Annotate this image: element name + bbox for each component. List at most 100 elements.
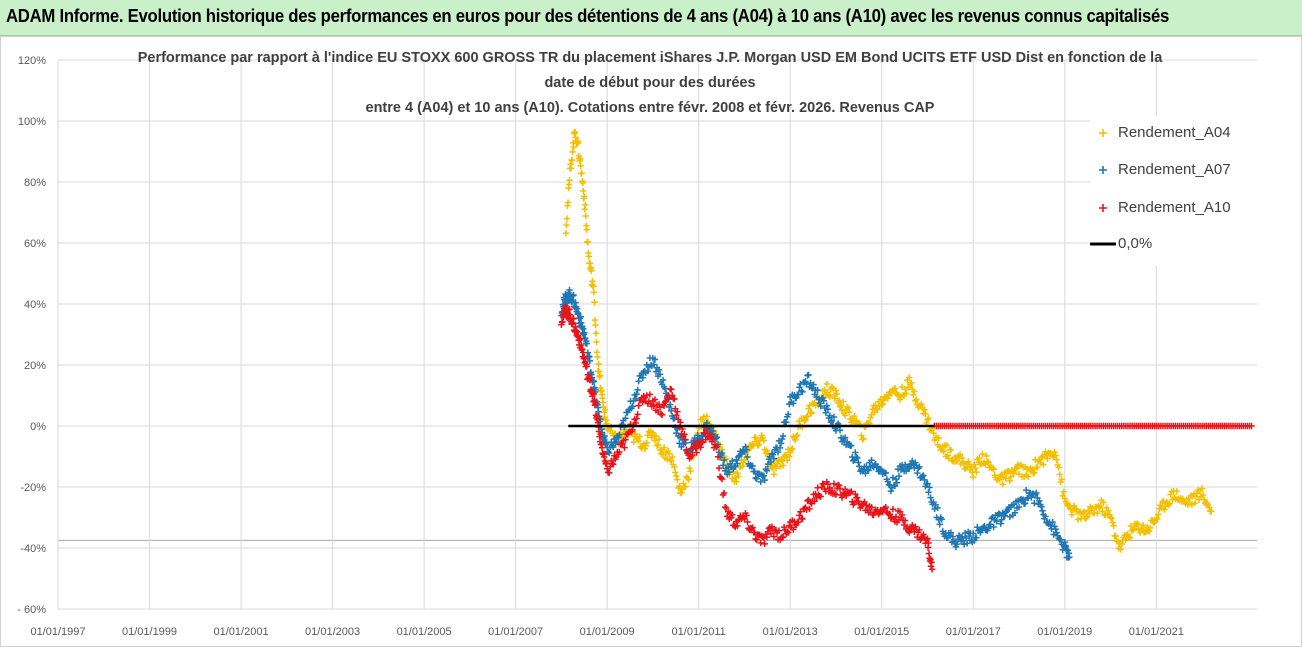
a04-point [1147, 524, 1154, 532]
a04-point [590, 289, 598, 296]
a07-point [615, 434, 622, 441]
a04-point [999, 481, 1006, 488]
a07-point [1066, 553, 1073, 561]
a10-point [854, 494, 861, 501]
a04-point [665, 450, 673, 458]
a07-point [656, 370, 664, 378]
a04-point [918, 400, 925, 408]
a07-point [760, 472, 767, 479]
a04-point [836, 403, 844, 411]
a04-point [1208, 508, 1215, 515]
a07-point [769, 451, 777, 458]
x-tick-label: 01/01/2013 [763, 626, 818, 638]
a04-point [652, 432, 660, 440]
a10-point [734, 522, 741, 530]
a10-point [646, 391, 654, 398]
a04-point [792, 436, 799, 444]
a04-point [943, 441, 951, 449]
a10-point [743, 512, 750, 519]
a10-point [677, 419, 684, 426]
a10-point [775, 527, 783, 534]
a10-point [674, 408, 681, 415]
a10-point [697, 444, 704, 451]
a04-point [595, 368, 603, 375]
a04-point [1112, 532, 1119, 540]
a07-point [828, 417, 836, 425]
a04-point [1113, 537, 1120, 544]
a04-point [577, 162, 584, 169]
a10-point [586, 377, 594, 384]
a04-point [1070, 502, 1078, 509]
a07-point [742, 443, 749, 450]
x-tick-label: 01/01/2009 [580, 626, 635, 638]
a10-point [708, 438, 716, 445]
a07-point [1049, 518, 1056, 526]
a10-point [610, 461, 617, 468]
a07-point [639, 374, 646, 381]
legend-label-a07: Rendement_A07 [1118, 161, 1231, 178]
x-tick-label: 01/01/2015 [854, 626, 909, 638]
a04-point [755, 441, 762, 448]
a04-point [837, 402, 845, 409]
a04-point [839, 398, 847, 405]
a04-point [590, 282, 597, 290]
a04-point [1126, 534, 1134, 542]
plus-marker-icon [1099, 166, 1107, 174]
a04-point [1094, 509, 1101, 517]
a04-point [785, 453, 793, 460]
a10-point [763, 533, 771, 541]
a04-point [1053, 456, 1060, 463]
a04-point [569, 148, 576, 156]
a04-point [843, 403, 851, 411]
a10-point [576, 336, 583, 343]
a07-point [1021, 500, 1029, 507]
a04-point [1079, 509, 1087, 516]
a04-point [910, 391, 917, 399]
a10-point [706, 434, 714, 442]
a07-point [729, 457, 736, 465]
a10-point [803, 506, 810, 514]
x-tick-label: 01/01/1997 [30, 626, 85, 638]
a10-point [661, 398, 669, 406]
a04-point [831, 395, 839, 402]
a04-point [669, 453, 676, 461]
a04-point [1105, 507, 1112, 514]
a04-point [570, 143, 577, 151]
a10-point [852, 490, 859, 498]
a10-point [901, 517, 909, 524]
a10-point [768, 523, 776, 530]
a04-point [1052, 452, 1059, 459]
a04-point [826, 393, 834, 401]
a07-point [590, 378, 598, 385]
a10-point [714, 453, 722, 460]
a04-point [1099, 508, 1106, 515]
a07-point [612, 439, 619, 447]
a10-point [848, 488, 855, 495]
a10-point [640, 393, 647, 400]
a10-point [689, 451, 696, 459]
a10-point [898, 511, 906, 519]
a10-point [920, 531, 927, 538]
a04-point [788, 446, 795, 454]
a04-point [772, 465, 780, 472]
a04-point [1188, 501, 1196, 508]
a10-point [651, 396, 659, 403]
y-tick-label: 120% [18, 55, 46, 67]
a04-point [643, 439, 651, 446]
a07-point [865, 467, 872, 474]
a07-point [916, 463, 923, 471]
a04-point [944, 451, 952, 459]
a10-point [795, 518, 802, 526]
a04-point [1029, 465, 1036, 473]
a04-point [989, 465, 996, 472]
a07-point [793, 394, 800, 402]
a07-point [796, 384, 803, 391]
a04-point [636, 433, 643, 440]
a07-point [731, 463, 738, 471]
a04-point [773, 460, 781, 467]
a10-point [799, 515, 806, 523]
a07-point [633, 390, 640, 398]
a07-point [949, 533, 957, 540]
a10-point [828, 487, 836, 494]
a07-point [885, 481, 893, 488]
